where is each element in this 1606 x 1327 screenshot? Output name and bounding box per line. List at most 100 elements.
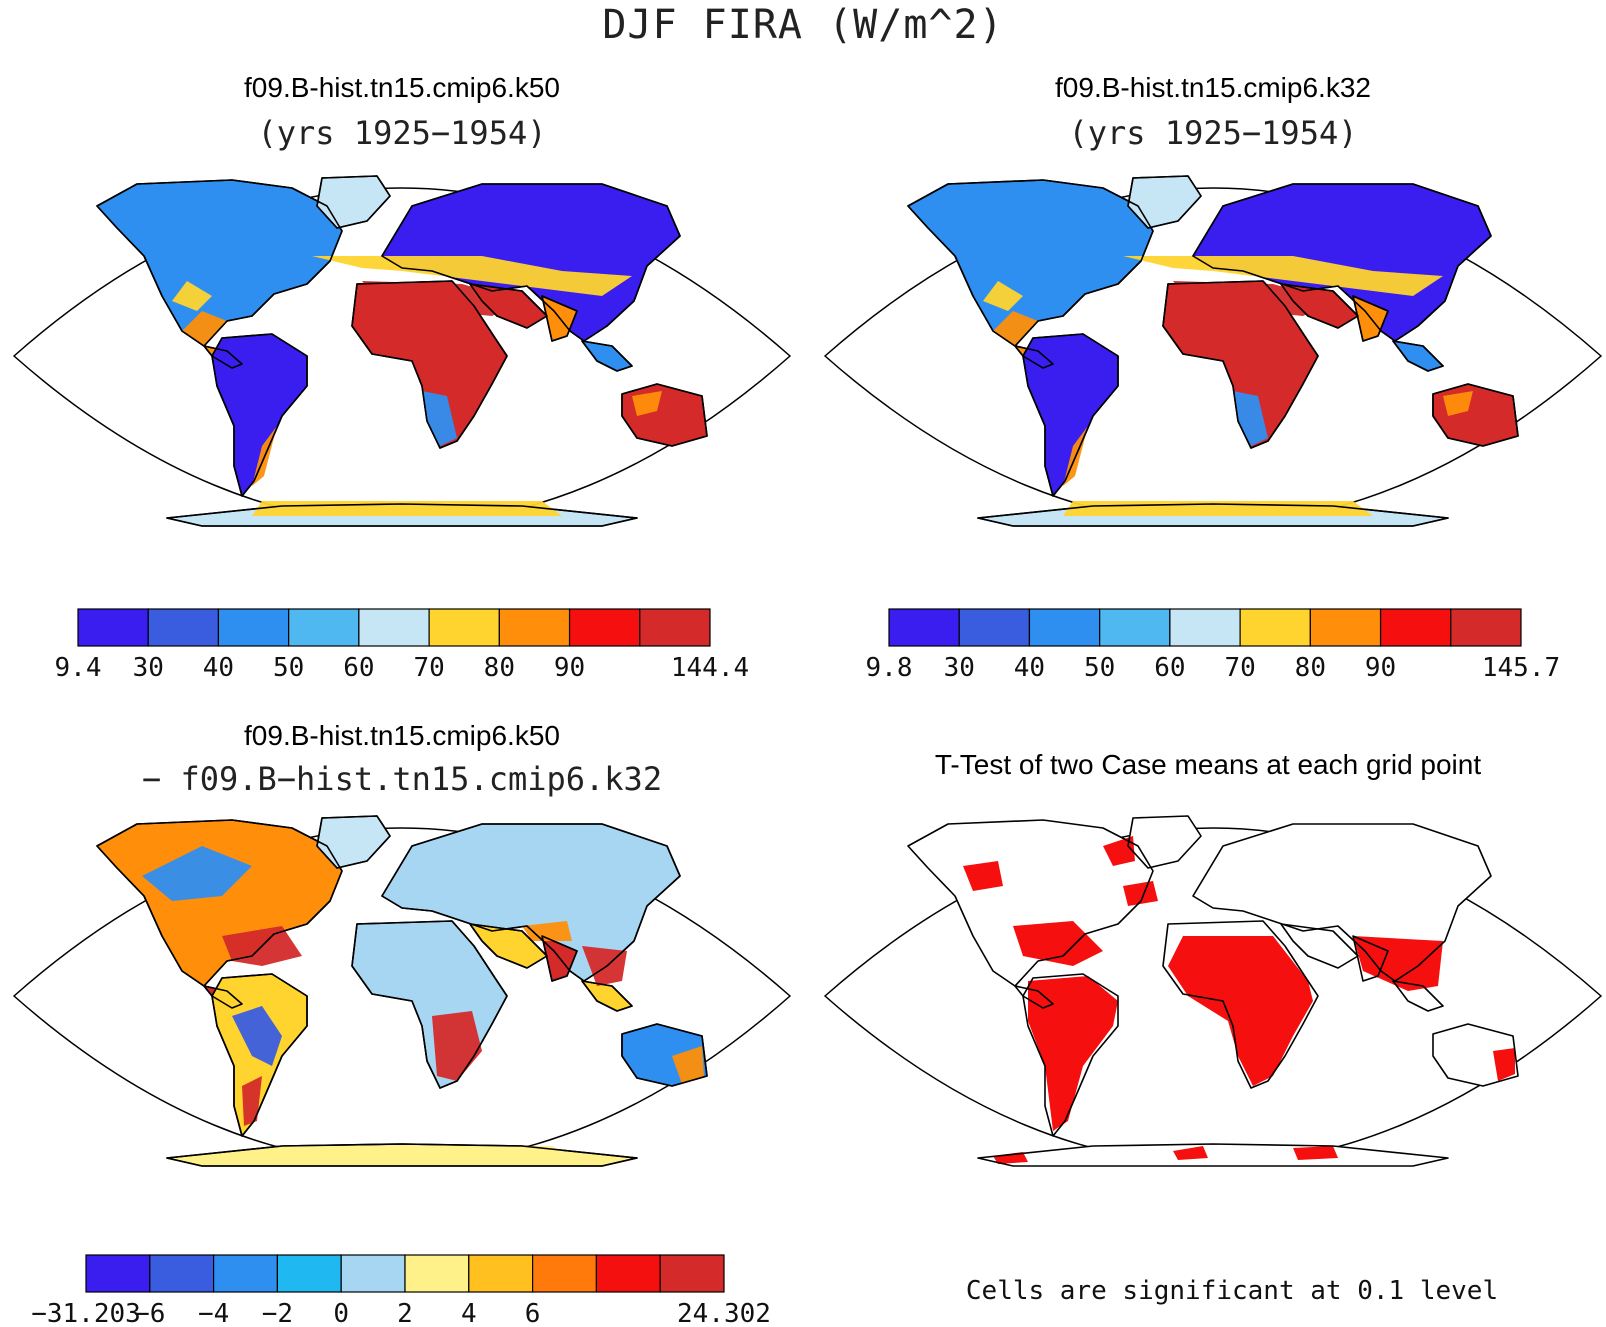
colorbar-k32: 9.8 30 40 50 60 70 80 90 145.7 [866, 608, 1560, 683]
colorbar-tick-label: 60 [343, 653, 374, 683]
panel-title-k50: f09.B-hist.tn15.cmip6.k50 [244, 72, 560, 103]
colorbar-tick-label: 4 [461, 1299, 477, 1327]
colorbar-tick-label: 50 [1084, 653, 1115, 683]
coastline-sea [581, 980, 633, 1012]
coastline-na [96, 819, 343, 987]
colorbar-bin [288, 608, 360, 647]
significant-cells [1293, 1146, 1338, 1160]
coastline-sa [1022, 333, 1119, 497]
colorbar-tick-label: 9.4 [55, 653, 102, 683]
field-patch [672, 1046, 704, 1084]
coastline-in [1352, 295, 1389, 342]
field-patch [522, 921, 572, 941]
significant-cells [1028, 976, 1118, 1131]
colorbar-bin [340, 1254, 406, 1293]
panel-subtitle-k32: (yrs 1925−1954) [1068, 114, 1358, 152]
colorbar-tick-label: 2 [397, 1299, 413, 1327]
field-patch [632, 391, 662, 416]
colorbar-tick-label: 30 [133, 653, 164, 683]
colorbar-bin [358, 608, 430, 647]
coastline-sa [211, 973, 308, 1137]
colorbar-bin [428, 608, 500, 647]
field-patch [1173, 281, 1333, 316]
colorbar-bin [1099, 608, 1171, 647]
panel-title-k32: f09.B-hist.tn15.cmip6.k32 [1055, 72, 1371, 103]
colorbar-tick-label: 24.302 [677, 1299, 771, 1327]
colorbar-tick-label: 70 [1224, 653, 1255, 683]
map-ttest [824, 815, 1602, 1167]
coastline-au [1432, 1023, 1519, 1087]
coastline-gl [1127, 815, 1202, 869]
field-patch [362, 281, 522, 316]
field-patch [182, 311, 227, 346]
colorbar-bin [217, 608, 290, 647]
colorbar-bin [213, 1254, 279, 1293]
colorbar-tick-label: 145.7 [1482, 653, 1560, 683]
coastline-ca [203, 345, 243, 369]
coastline-in [1352, 935, 1389, 982]
coastline-an [166, 503, 638, 527]
colorbar-bin [639, 608, 711, 647]
significant-cells [1493, 1048, 1515, 1081]
land-na [908, 820, 1153, 986]
field-patch [1233, 391, 1268, 446]
field-patch [172, 281, 212, 311]
coastline-gl [316, 815, 391, 869]
colorbar-bin [888, 608, 960, 647]
coastline-af [1162, 280, 1319, 449]
coastline-ar [1280, 283, 1359, 329]
field-patch [252, 501, 562, 516]
coastline-in [541, 295, 578, 342]
colorbar-tick-label: 144.4 [671, 653, 749, 683]
colorbar-tick-label: 50 [273, 653, 304, 683]
coastline-au [1432, 383, 1519, 447]
colorbar-tick-label: −31.203 [31, 1299, 141, 1327]
significance-footnote: Cells are significant at 0.1 level [965, 1276, 1499, 1306]
field-patch [582, 946, 627, 986]
coastline-gl [316, 175, 391, 229]
coastline-sa [1022, 973, 1119, 1137]
coastline-an [166, 1143, 638, 1167]
panel-title-diff: f09.B-hist.tn15.cmip6.k50 [244, 720, 560, 751]
coastline-ar [469, 283, 548, 329]
colorbar-bin [958, 608, 1031, 647]
colorbar-tick-label: −6 [134, 1299, 165, 1327]
colorbar-k50: 9.4 30 40 50 60 70 80 90 144.4 [55, 608, 749, 683]
field-patch [983, 281, 1023, 311]
coastline-eu [1192, 823, 1492, 982]
colorbar-bin [531, 1254, 597, 1293]
colorbar-bin [659, 1254, 725, 1293]
map-k32 [824, 175, 1602, 527]
colorbar-bin [498, 608, 571, 647]
coastline-eu [381, 183, 681, 342]
significant-cells [1168, 936, 1313, 1086]
figure-title: DJF FIRA (W/m^2) [602, 2, 1004, 48]
field-patch [1123, 256, 1443, 296]
field-patch [232, 1006, 282, 1066]
coastline-ca [203, 985, 243, 1009]
coastline-au [621, 383, 708, 447]
coastline-an [977, 1143, 1449, 1167]
colorbar-tick-label: 90 [554, 653, 585, 683]
colorbar-tick-label: 60 [1154, 653, 1185, 683]
field-patch [272, 1146, 572, 1156]
colorbar-bin [1379, 608, 1452, 647]
land-an [978, 1144, 1448, 1166]
colorbar-tick-label: 40 [203, 653, 234, 683]
coastline-in [541, 935, 578, 982]
colorbar-bin [85, 1254, 151, 1293]
field-patch [312, 256, 632, 296]
colorbar-bin [77, 608, 149, 647]
colorbar-tick-label: 30 [944, 653, 975, 683]
coastline-eu [381, 823, 681, 982]
colorbar-bin [1239, 608, 1311, 647]
coastline-af [351, 920, 508, 1089]
coastline-sea [1392, 980, 1444, 1012]
colorbar-bin [1169, 608, 1241, 647]
coastline-ar [469, 923, 548, 969]
coastline-au [621, 1023, 708, 1087]
significant-cells [1123, 881, 1158, 906]
significant-cells [963, 861, 1003, 891]
coastline-an [977, 503, 1449, 527]
